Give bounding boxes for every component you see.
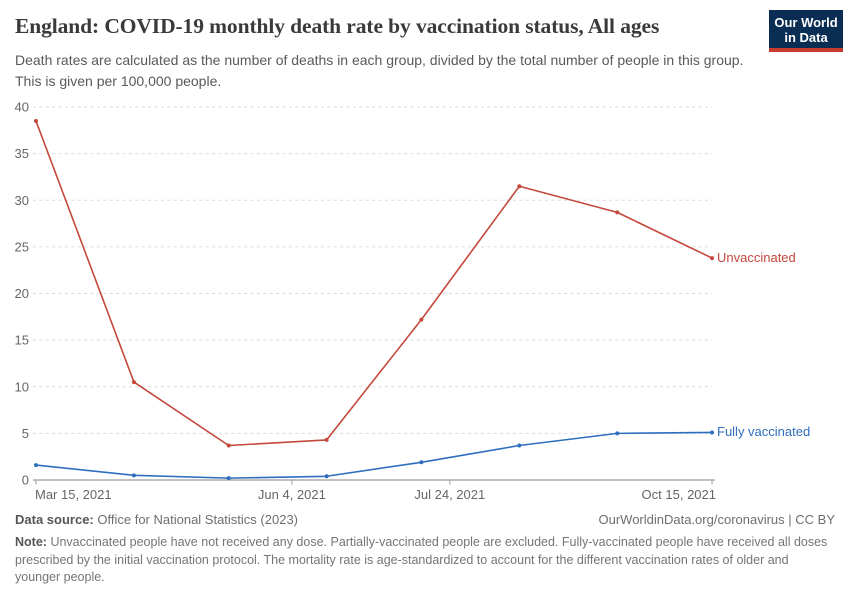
svg-text:40: 40 bbox=[15, 100, 29, 115]
series-label-unvaccinated: Unvaccinated bbox=[717, 250, 796, 266]
chart-footer: Data source: Office for National Statist… bbox=[15, 512, 835, 587]
svg-text:30: 30 bbox=[15, 193, 29, 208]
y-tick-labels: 0 5 10 15 20 25 30 35 40 bbox=[15, 100, 29, 488]
svg-text:5: 5 bbox=[22, 426, 29, 441]
chart-svg[interactable]: 0 5 10 15 20 25 30 35 40 Mar 15, 2021 Jun 4, 2021 J… bbox=[0, 95, 850, 510]
owid-logo-line1: Our World bbox=[774, 15, 838, 30]
chart-note-value: Unvaccinated people have not received an… bbox=[15, 535, 828, 584]
svg-text:10: 10 bbox=[15, 379, 29, 394]
svg-text:Oct 15, 2021: Oct 15, 2021 bbox=[642, 487, 716, 502]
y-gridlines bbox=[33, 106, 712, 434]
svg-text:Mar 15, 2021: Mar 15, 2021 bbox=[35, 487, 112, 502]
series-line-unvaccinated bbox=[34, 118, 714, 448]
svg-text:35: 35 bbox=[15, 146, 29, 161]
x-axis bbox=[33, 479, 715, 485]
svg-text:0: 0 bbox=[22, 473, 29, 488]
svg-text:20: 20 bbox=[15, 286, 29, 301]
series-label-fully-vaccinated: Fully vaccinated bbox=[717, 424, 811, 440]
svg-text:25: 25 bbox=[15, 239, 29, 254]
svg-text:15: 15 bbox=[15, 333, 29, 348]
owid-logo[interactable]: Our World in Data bbox=[769, 10, 843, 52]
x-tick-labels: Mar 15, 2021 Jun 4, 2021 Jul 24, 2021 Oct 1… bbox=[35, 487, 716, 502]
data-source-value: Office for National Statistics (2023) bbox=[97, 512, 298, 527]
page-title: England: COVID-19 monthly death rate by … bbox=[15, 14, 660, 38]
data-source-label: Data source: bbox=[15, 512, 94, 527]
chart-area: 0 5 10 15 20 25 30 35 40 Mar 15, 2021 Jun 4, 2021 J… bbox=[0, 95, 850, 510]
chart-note: Note: Unvaccinated people have not recei… bbox=[15, 534, 835, 587]
source-row: Data source: Office for National Statist… bbox=[15, 512, 835, 527]
chart-note-label: Note: bbox=[15, 535, 47, 549]
svg-text:Jun 4, 2021: Jun 4, 2021 bbox=[258, 487, 326, 502]
series-line-fully-vaccinated bbox=[34, 430, 714, 481]
owid-logo-line2: in Data bbox=[784, 30, 828, 45]
data-source: Data source: Office for National Statist… bbox=[15, 512, 298, 527]
attribution: OurWorldinData.org/coronavirus | CC BY bbox=[598, 512, 835, 527]
chart-subtitle: Death rates are calculated as the number… bbox=[15, 52, 744, 89]
svg-text:Jul 24, 2021: Jul 24, 2021 bbox=[414, 487, 485, 502]
